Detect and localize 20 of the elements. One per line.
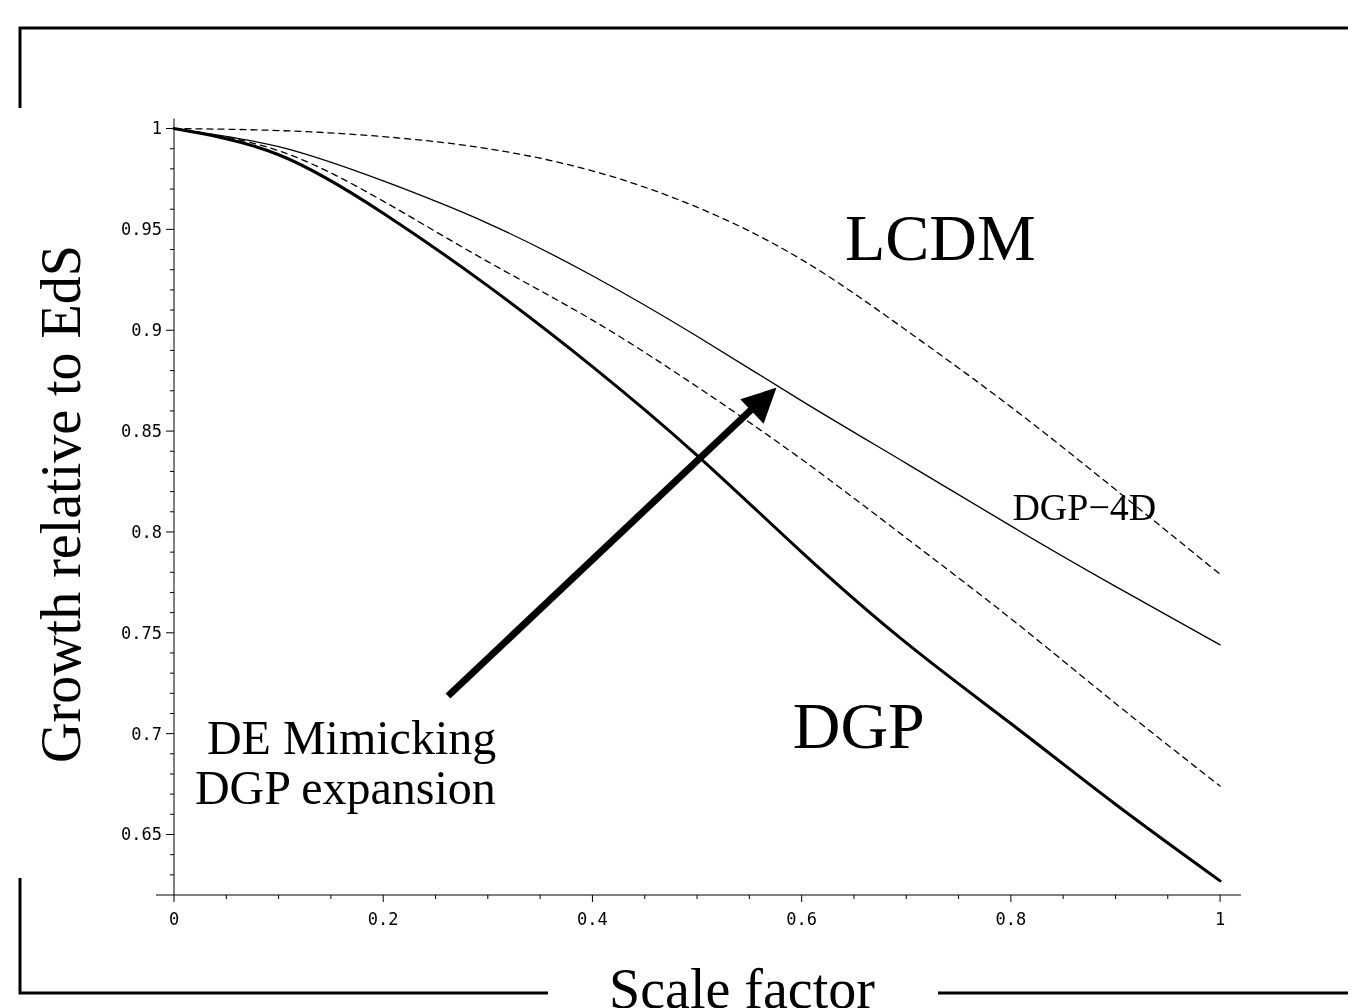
y-tick-label: 0.75	[121, 622, 162, 643]
y-tick-label: 0.95	[121, 219, 162, 240]
y-tick-label: 0.8	[131, 521, 162, 542]
x-tick-label: 0.8	[995, 909, 1027, 929]
x-tick-label: 0.2	[367, 909, 399, 929]
x-tick-label: 0.6	[786, 909, 818, 929]
y-tick-label: 0.85	[121, 421, 162, 442]
y-tick-label: 1	[151, 118, 162, 139]
y-tick-label: 0.7	[131, 723, 162, 744]
annotation: DE Mimicking DGP expansion	[194, 710, 497, 815]
y-tick-label: 0.65	[121, 824, 162, 845]
x-tick-label: 0.4	[577, 909, 608, 929]
x-axis-title: Scale factor	[609, 958, 876, 1008]
x-tick-label: 1	[1214, 909, 1226, 929]
annotation: DGP	[792, 688, 925, 762]
annotation: LCDM	[845, 200, 1036, 274]
x-tick-label: 0	[168, 909, 180, 929]
annotation: DGP−4D	[1012, 485, 1157, 528]
y-tick-label: 0.9	[131, 320, 162, 341]
y-axis-title: Growth relative to EdS	[30, 245, 92, 763]
